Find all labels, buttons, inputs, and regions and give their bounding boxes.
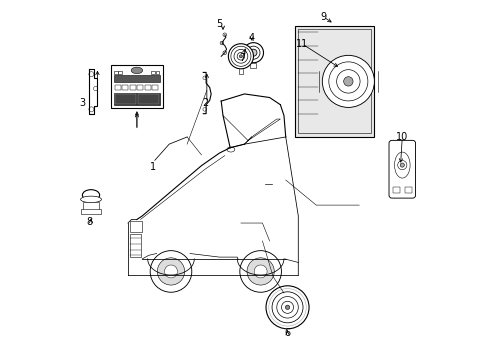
Circle shape — [89, 107, 94, 112]
Circle shape — [237, 53, 244, 60]
Circle shape — [223, 51, 226, 54]
Circle shape — [254, 265, 266, 278]
Bar — [129, 221, 142, 232]
Circle shape — [399, 163, 404, 167]
Text: 8: 8 — [86, 217, 92, 227]
Circle shape — [243, 42, 263, 63]
Bar — [83, 202, 99, 210]
Circle shape — [223, 33, 226, 37]
Bar — [294, 26, 373, 137]
Circle shape — [328, 62, 367, 101]
Text: 11: 11 — [295, 39, 307, 49]
Circle shape — [239, 251, 281, 292]
Circle shape — [265, 286, 308, 329]
Circle shape — [203, 76, 206, 80]
Bar — [392, 187, 399, 193]
Circle shape — [150, 251, 191, 292]
Circle shape — [285, 305, 289, 310]
Bar — [114, 75, 160, 82]
Circle shape — [93, 86, 98, 91]
Bar — [297, 29, 370, 133]
Bar — [111, 65, 163, 108]
Text: 7: 7 — [239, 53, 245, 63]
Text: 10: 10 — [395, 132, 407, 142]
Circle shape — [281, 301, 293, 313]
Circle shape — [336, 70, 359, 93]
Text: 9: 9 — [320, 12, 326, 22]
Bar — [250, 63, 256, 68]
Bar — [122, 85, 128, 90]
Circle shape — [343, 77, 352, 86]
Circle shape — [246, 46, 260, 59]
Text: 3: 3 — [79, 98, 85, 108]
Circle shape — [157, 258, 184, 285]
Text: 1: 1 — [150, 162, 156, 172]
Text: 4: 4 — [248, 33, 254, 43]
Circle shape — [234, 49, 247, 63]
Circle shape — [203, 108, 206, 111]
Circle shape — [322, 55, 374, 107]
Circle shape — [268, 289, 305, 326]
Bar — [404, 187, 411, 193]
Text: 5: 5 — [216, 19, 222, 29]
Bar — [138, 94, 159, 104]
Text: 6: 6 — [284, 328, 290, 338]
Bar — [114, 85, 121, 90]
Circle shape — [246, 258, 274, 285]
Ellipse shape — [226, 147, 234, 152]
Circle shape — [89, 72, 94, 77]
Bar — [151, 71, 155, 74]
Bar — [81, 210, 101, 215]
Circle shape — [249, 49, 257, 56]
Ellipse shape — [131, 67, 142, 74]
Circle shape — [397, 161, 406, 170]
Circle shape — [228, 44, 253, 69]
Ellipse shape — [81, 196, 101, 203]
Bar — [114, 71, 118, 74]
FancyBboxPatch shape — [388, 140, 415, 198]
Bar — [129, 85, 136, 90]
Circle shape — [276, 297, 298, 318]
Bar — [155, 71, 159, 74]
Circle shape — [239, 55, 242, 58]
Bar — [114, 93, 160, 105]
Bar — [137, 85, 143, 90]
Circle shape — [164, 265, 177, 278]
Bar — [115, 94, 136, 104]
Bar — [129, 234, 141, 257]
Bar — [118, 71, 122, 74]
Circle shape — [230, 46, 250, 66]
Ellipse shape — [394, 152, 409, 178]
Bar — [152, 85, 158, 90]
Ellipse shape — [82, 190, 100, 201]
Circle shape — [220, 41, 223, 45]
Bar — [144, 85, 151, 90]
Text: 2: 2 — [202, 98, 208, 108]
Circle shape — [271, 292, 303, 323]
